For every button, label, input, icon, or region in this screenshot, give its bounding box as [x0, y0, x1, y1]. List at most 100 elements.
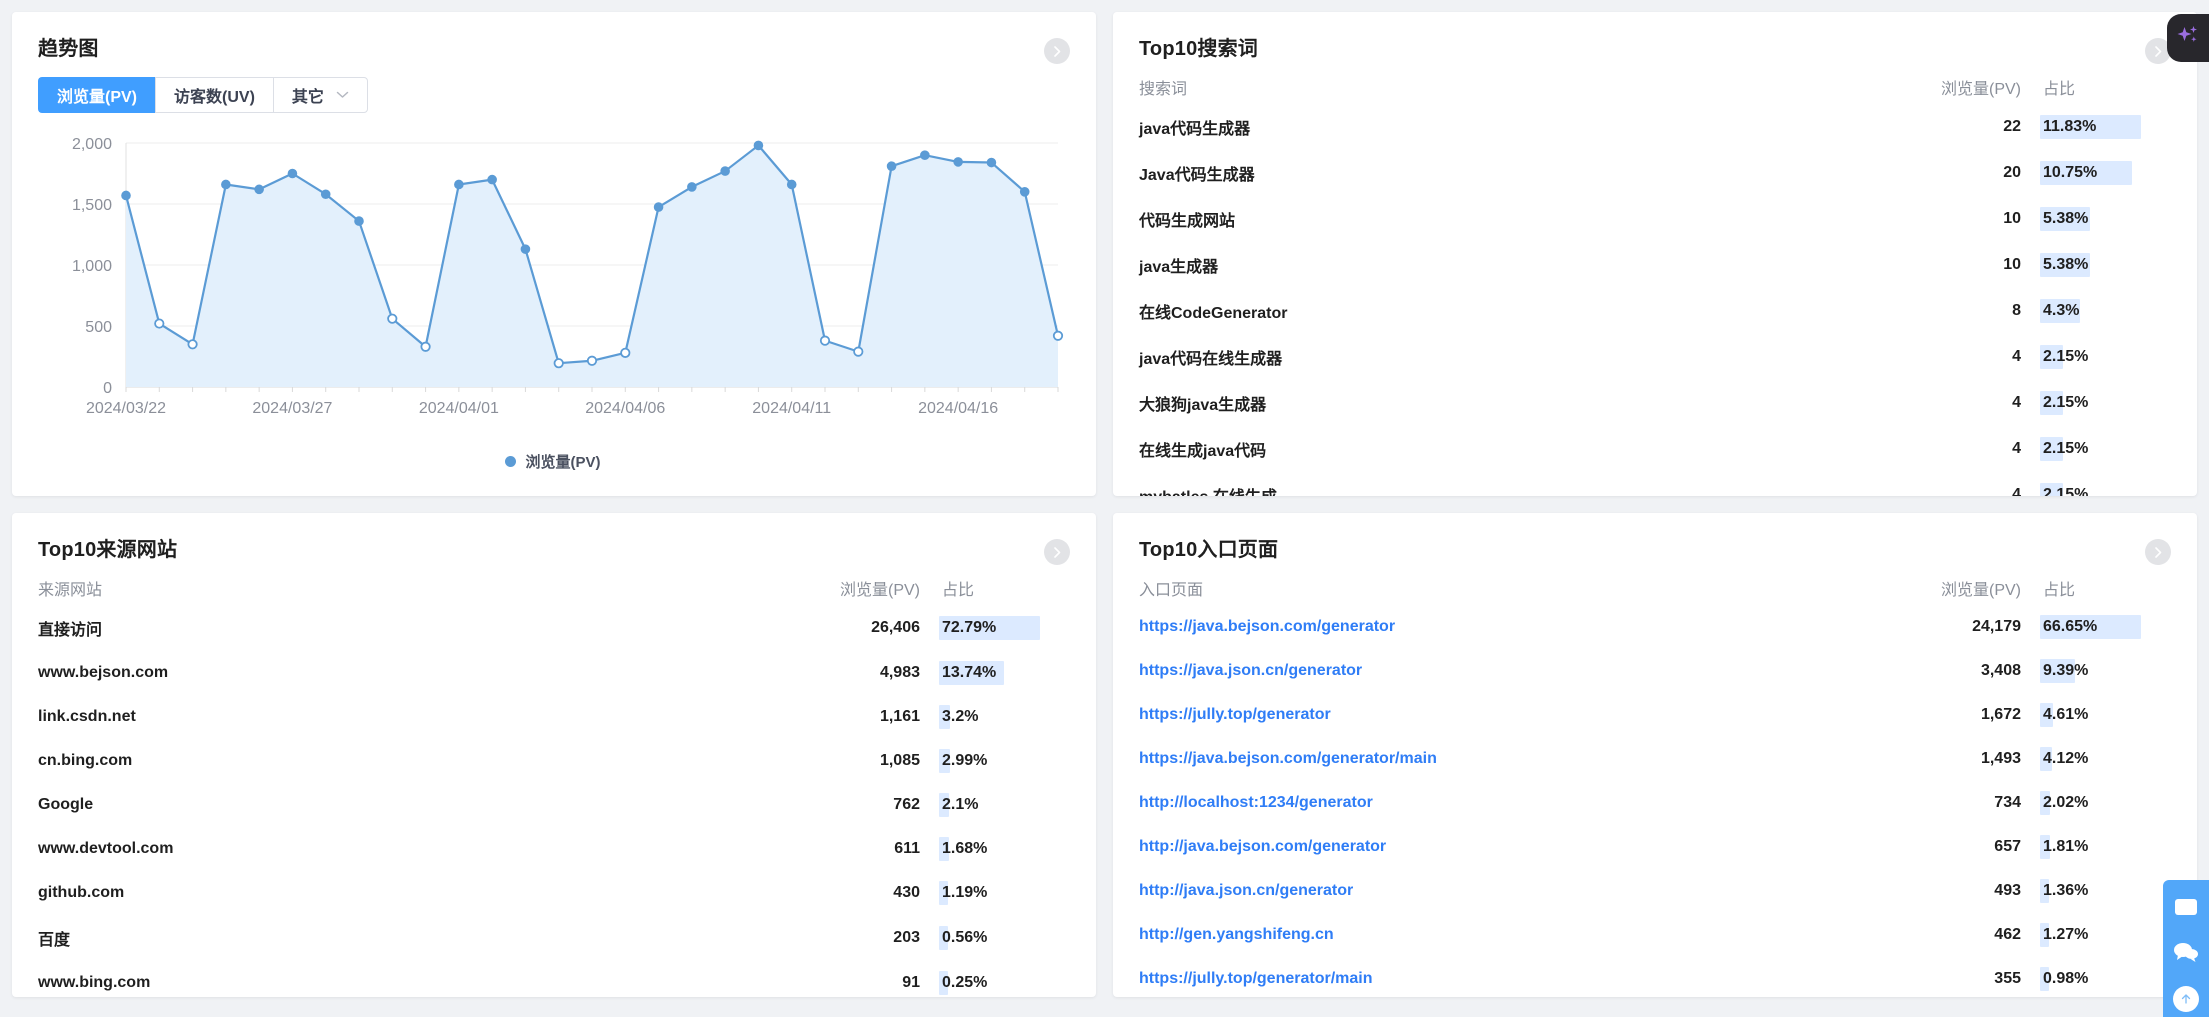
chevron-right-icon[interactable] [1044, 38, 1070, 64]
pct-cell: 0.25% [920, 971, 1070, 997]
arrow-up-icon[interactable] [2173, 986, 2199, 1012]
table-row[interactable]: 大狼狗java生成器 4 2.15% [1139, 391, 2171, 437]
chart-data-point[interactable] [753, 140, 764, 151]
entry-url-link[interactable]: http://java.json.cn/generator [1139, 882, 1354, 899]
tab-uv[interactable]: 访客数(UV) [155, 77, 273, 113]
ai-assistant-button[interactable] [2167, 14, 2209, 62]
pct-bar [2040, 161, 2133, 185]
entry-url-link[interactable]: http://java.bejson.com/generator [1139, 838, 1387, 855]
table-row[interactable]: java生成器 10 5.38% [1139, 253, 2171, 299]
entry-url-link[interactable]: https://jully.top/generator/main [1139, 970, 1373, 987]
pct-bar-wrap: 2.15% [2040, 437, 2088, 461]
table-row[interactable]: www.bing.com 91 0.25% [38, 971, 1070, 997]
pv-cell: 20 [2003, 164, 2021, 181]
table-row[interactable]: cn.bing.com 1,085 2.99% [38, 749, 1070, 794]
pct-bar-wrap: 72.79% [939, 616, 1040, 640]
chart-data-point[interactable] [720, 166, 730, 176]
chart-data-point[interactable] [853, 346, 864, 357]
chart-data-point[interactable] [121, 190, 131, 201]
table-row[interactable]: https://java.json.cn/generator 3,408 9.39% [1139, 659, 2171, 704]
table-row[interactable]: mybatles 在线生成 4 2.15% [1139, 483, 2171, 496]
chevron-right-icon[interactable] [2145, 38, 2171, 64]
pv-cell: 3,408 [1980, 662, 2021, 679]
table-row[interactable]: github.com 430 1.19% [38, 881, 1070, 926]
chart-data-point[interactable] [254, 184, 264, 195]
window-icon[interactable] [2173, 896, 2199, 918]
entry-url-link[interactable]: http://localhost:1234/generator [1139, 794, 1373, 811]
chart-data-point[interactable] [487, 174, 497, 185]
col-pct: 占比 [2043, 81, 2076, 98]
table-row[interactable]: Java代码生成器 20 10.75% [1139, 161, 2171, 207]
chart-data-point[interactable] [387, 313, 398, 324]
chart-data-point[interactable] [1019, 186, 1030, 197]
table-row[interactable]: java代码生成器 22 11.83% [1139, 115, 2171, 161]
entry-url-link[interactable]: http://gen.yangshifeng.cn [1139, 926, 1334, 943]
entry-url-cell: https://jully.top/generator [1139, 704, 1834, 748]
chart-data-point[interactable] [819, 335, 831, 346]
table-row[interactable]: https://jully.top/generator 1,672 4.61% [1139, 703, 2171, 748]
pct-value: 1.81% [2043, 838, 2089, 855]
chart-data-point[interactable] [786, 179, 797, 190]
pv-cell: 22 [2003, 118, 2021, 135]
table-row[interactable]: https://jully.top/generator/main 355 0.98% [1139, 967, 2171, 997]
chart-data-point[interactable] [187, 339, 198, 350]
chart-data-point[interactable] [520, 244, 531, 254]
chart-data-point[interactable] [553, 358, 564, 369]
table-row[interactable]: www.bejson.com 4,983 13.74% [38, 661, 1070, 706]
entry-url-cell: https://java.json.cn/generator [1139, 660, 1834, 704]
table-row[interactable]: http://java.json.cn/generator 493 1.36% [1139, 879, 2171, 924]
tab-other[interactable]: 其它 [272, 77, 368, 113]
chart-data-point[interactable] [154, 318, 165, 329]
entry-url-link[interactable]: https://jully.top/generator [1139, 706, 1331, 723]
chat-bubbles-icon[interactable] [2173, 941, 2199, 963]
entry-url-link[interactable]: https://java.json.cn/generator [1139, 662, 1363, 679]
chart-data-point[interactable] [886, 161, 897, 171]
table-header-row: 入口页面 浏览量(PV) 占比 [1139, 576, 2171, 616]
chart-data-point[interactable] [953, 157, 963, 167]
chart-data-point[interactable] [653, 202, 664, 212]
pct-bar-wrap: 13.74% [939, 661, 1004, 685]
table-row[interactable]: www.devtool.com 611 1.68% [38, 837, 1070, 882]
chevron-right-icon[interactable] [2145, 539, 2171, 565]
table-row[interactable]: https://java.bejson.com/generator 24,179 6… [1139, 615, 2171, 660]
pct-bar-wrap: 2.99% [939, 749, 987, 773]
chevron-right-icon[interactable] [1044, 539, 1070, 565]
label-cell: java生成器 [1139, 259, 1219, 276]
table-row[interactable]: http://gen.yangshifeng.cn 462 1.27% [1139, 923, 2171, 968]
tab-pv[interactable]: 浏览量(PV) [38, 77, 156, 113]
pct-cell: 5.38% [2021, 253, 2171, 299]
chart-data-point[interactable] [620, 347, 631, 358]
table-row[interactable]: http://localhost:1234/generator 734 2.02% [1139, 791, 2171, 836]
table-row[interactable]: java代码在线生成器 4 2.15% [1139, 345, 2171, 391]
chart-data-point[interactable] [920, 150, 930, 160]
trend-chart[interactable]: 0 500 1,000 1,500 2,000 2024/03/22 2024/03/27 2… [38, 135, 1068, 435]
table-row[interactable]: 在线生成java代码 4 2.15% [1139, 437, 2171, 483]
top-source-sites-card: Top10来源网站 来源网站 浏览量(PV) 占比 直接访问 26,406 72.7… [12, 513, 1096, 997]
table-row[interactable]: 在线CodeGenerator 8 4.3% [1139, 299, 2171, 345]
label-cell: cn.bing.com [38, 752, 133, 769]
table-row[interactable]: link.csdn.net 1,161 3.2% [38, 705, 1070, 750]
table-row[interactable]: 百度 203 0.56% [38, 926, 1070, 972]
pct-cell: 0.56% [920, 926, 1070, 972]
chart-data-point[interactable] [354, 216, 364, 226]
chart-data-point[interactable] [287, 168, 298, 179]
table-row[interactable]: 直接访问 26,406 72.79% [38, 616, 1070, 662]
pct-bar-wrap: 2.15% [2040, 345, 2088, 369]
chart-data-point[interactable] [687, 182, 697, 192]
chart-data-point[interactable] [1052, 330, 1064, 341]
entry-url-link[interactable]: https://java.bejson.com/generator [1139, 618, 1396, 635]
chart-data-point[interactable] [586, 355, 598, 366]
pct-bar [2040, 659, 2075, 683]
table-row[interactable]: http://java.bejson.com/generator 657 1.81% [1139, 835, 2171, 880]
chart-data-point[interactable] [320, 189, 331, 200]
chart-data-point[interactable] [454, 179, 464, 190]
table-row[interactable]: Google 762 2.1% [38, 793, 1070, 838]
pct-bar [2040, 115, 2141, 139]
chart-data-point[interactable] [221, 179, 231, 190]
chart-data-point[interactable] [986, 157, 997, 168]
tab-uv-label: 访客数(UV) [174, 89, 255, 106]
entry-url-link[interactable]: https://java.bejson.com/generator/main [1139, 750, 1437, 767]
table-row[interactable]: 代码生成网站 10 5.38% [1139, 207, 2171, 253]
chart-data-point[interactable] [420, 341, 431, 352]
table-row[interactable]: https://java.bejson.com/generator/main 1,… [1139, 747, 2171, 792]
